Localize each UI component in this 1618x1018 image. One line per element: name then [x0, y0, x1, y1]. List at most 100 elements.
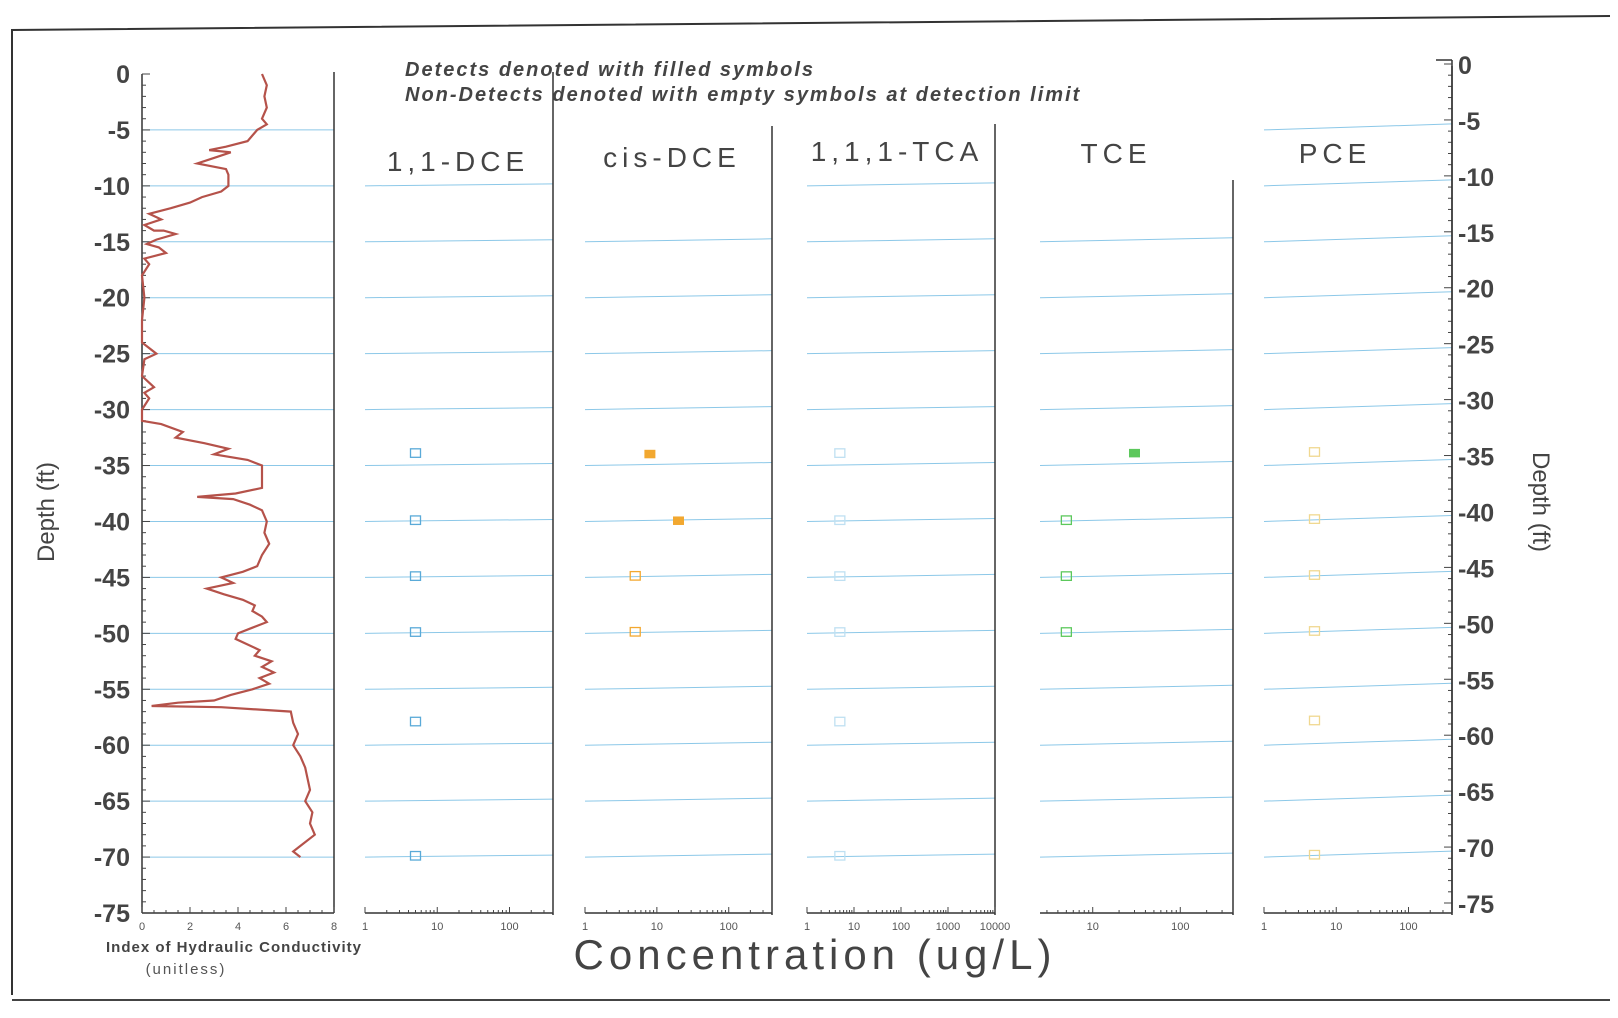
- panel-gridline: [1039, 461, 1234, 467]
- panel-gridline: [806, 517, 996, 522]
- panel-gridline: [364, 239, 554, 243]
- nondetect-empty-symbol: [409, 716, 422, 727]
- panel-gridline: [364, 518, 554, 522]
- right-depth-tick-label: -50: [1458, 611, 1494, 639]
- panel-x-tick-label: 1: [362, 921, 368, 933]
- panel-gridline: [584, 462, 773, 467]
- right-depth-tick-label: -75: [1458, 891, 1494, 919]
- detect-filled-symbol: [1128, 448, 1140, 458]
- panel-x-tick-label: 10: [431, 921, 443, 933]
- panel-gridline: [1263, 235, 1453, 243]
- y-axis-title-left: Depth (ft): [33, 462, 60, 562]
- panel-gridline: [1263, 291, 1453, 299]
- grid-layer: [142, 123, 1453, 858]
- panel-title-3: TCE: [1081, 138, 1152, 169]
- hc-x-tick-label: 0: [139, 921, 145, 933]
- note-detects: Detects denoted with filled symbols: [405, 59, 815, 81]
- panel-gridline: [364, 574, 554, 578]
- right-depth-tick-label: -25: [1458, 332, 1494, 360]
- frame-border: [11, 15, 1611, 995]
- right-depth-tick-label: -20: [1458, 276, 1494, 304]
- panel-gridline: [584, 573, 773, 578]
- panel-gridline: [364, 742, 554, 746]
- left-depth-tick-label: -35: [94, 453, 130, 481]
- right-depth-tick-label: -65: [1458, 779, 1494, 807]
- axes-layer: 0-5-10-15-20-25-30-35-40-45-50-55-60-65-…: [94, 52, 1494, 933]
- panel-gridline: [364, 854, 554, 858]
- panel-gridline: [1039, 852, 1234, 858]
- panel-gridline: [584, 853, 773, 858]
- panel-gridline: [1039, 628, 1234, 634]
- nondetect-empty-symbol: [834, 716, 846, 727]
- nondetect-empty-symbol: [834, 627, 846, 637]
- left-depth-tick-label: -25: [94, 341, 130, 369]
- panel-gridline: [1039, 796, 1234, 802]
- panel-gridline: [1263, 570, 1453, 578]
- panel-gridline: [584, 350, 773, 355]
- nondetect-empty-symbol: [1060, 627, 1073, 637]
- nondetect-empty-symbol: [1308, 626, 1321, 636]
- nondetect-empty-symbol: [1308, 849, 1321, 860]
- panel-gridline: [806, 797, 996, 802]
- panel-title-1: cis-DCE: [603, 142, 741, 173]
- panel-gridline: [1039, 349, 1234, 355]
- panel-x-tick-label: 10: [651, 921, 663, 933]
- left-depth-tick-label: -55: [94, 676, 130, 704]
- nondetect-empty-symbol: [1308, 715, 1321, 726]
- panel-gridline: [1263, 682, 1453, 690]
- panel-gridline: [1039, 572, 1234, 578]
- panel-x-tick-label: 100: [1171, 921, 1189, 933]
- panel-gridline: [806, 294, 996, 299]
- nondetect-empty-symbol: [409, 850, 422, 861]
- nondetect-empty-symbol: [409, 571, 422, 582]
- panel-gridline: [806, 741, 996, 746]
- hc-x-tick-label: 8: [331, 921, 337, 933]
- right-depth-tick-label: -30: [1458, 388, 1494, 416]
- panel-gridline: [1263, 403, 1453, 411]
- panel-gridline: [1039, 237, 1234, 243]
- left-depth-tick-label: -40: [94, 508, 130, 536]
- panel-gridline: [584, 741, 773, 746]
- panel-x-tick-label: 100: [720, 921, 738, 933]
- panel-gridline: [1263, 347, 1453, 355]
- hc-x-tick-label: 6: [283, 921, 289, 933]
- panel-gridline: [584, 294, 773, 299]
- right-depth-tick-label: -35: [1458, 444, 1494, 472]
- left-depth-tick-label: -5: [108, 117, 130, 145]
- panel-gridline: [364, 295, 554, 299]
- panel-x-tick-label: 1: [804, 921, 810, 933]
- panel-gridline: [806, 182, 996, 187]
- hc-axis-title: Index of Hydraulic Conductivity: [106, 939, 362, 956]
- left-depth-tick-label: -50: [94, 620, 130, 648]
- left-depth-tick-label: 0: [116, 61, 130, 89]
- hc-x-tick-label: 2: [187, 921, 193, 933]
- nondetect-empty-symbol: [629, 570, 641, 581]
- panel-gridline: [806, 238, 996, 243]
- panel-x-tick-label: 100: [500, 921, 518, 933]
- nondetect-empty-symbol: [409, 448, 422, 458]
- panel-x-tick-label: 10: [1330, 921, 1342, 933]
- panel-gridline: [1039, 293, 1234, 299]
- nondetect-empty-symbol: [834, 448, 846, 458]
- panel-gridline: [1263, 738, 1453, 746]
- panel-gridline: [806, 462, 996, 467]
- hc-x-tick-label: 4: [235, 921, 241, 933]
- panel-title-0: 1,1-DCE: [387, 146, 529, 177]
- nondetect-empty-symbol: [629, 626, 641, 637]
- right-depth-tick-label: -40: [1458, 499, 1494, 527]
- panel-x-tick-label: 1000: [936, 921, 960, 933]
- panel-gridline: [1263, 794, 1453, 802]
- panel-gridline: [364, 630, 554, 634]
- panel-gridline: [584, 238, 773, 243]
- left-depth-tick-label: -65: [94, 788, 130, 816]
- panel-gridline: [584, 685, 773, 690]
- panel-gridline: [364, 351, 554, 355]
- panel-x-tick-label: 1: [582, 921, 588, 933]
- y-axis-title-right: Depth (ft): [1527, 452, 1554, 552]
- x-axis-title: Concentration (ug/L): [574, 931, 1057, 978]
- panel-x-tick-label: 10: [848, 921, 860, 933]
- panel-gridline: [1263, 123, 1453, 131]
- left-depth-tick-label: -20: [94, 285, 130, 313]
